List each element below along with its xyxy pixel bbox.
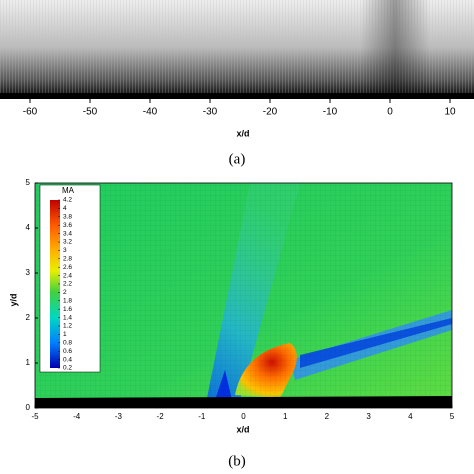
colorbar-tick-label: 1.8 <box>63 298 72 305</box>
x-tick-label: -5 <box>31 412 39 421</box>
x-tick-label: -40 <box>143 107 158 118</box>
colorbar-tick-label: 4.2 <box>63 197 72 204</box>
x-tick-label: 0 <box>241 412 246 421</box>
colorbar-tick-label: 0.6 <box>63 348 72 355</box>
x-tick-label: 2 <box>325 412 330 421</box>
colorbar-tick-label: 1.6 <box>63 306 72 313</box>
mesh-panel <box>0 0 474 99</box>
mesh-refine <box>360 0 430 95</box>
colorbar-tick-label: 0.4 <box>63 356 72 363</box>
colorbar-tick-label: 4 <box>63 205 67 212</box>
y-tick-label: 2 <box>26 313 31 322</box>
x-tick-label: -2 <box>157 412 165 421</box>
x-tick-label: -20 <box>263 107 278 118</box>
colorbar-tick-label: 1.4 <box>63 314 72 321</box>
caption: (b) <box>228 453 246 469</box>
x-tick-label: -3 <box>115 412 123 421</box>
x-tick-label: -1 <box>198 412 206 421</box>
colorbar-tick-label: 0.2 <box>63 365 72 372</box>
caption: (a) <box>229 151 246 167</box>
colorbar-tick-label: 3 <box>63 247 67 254</box>
colorbar-tick-label: 2 <box>63 289 67 296</box>
wall <box>0 93 474 99</box>
colorbar-tick-label: 3.6 <box>63 222 72 229</box>
y-tick-label: 5 <box>26 178 31 187</box>
y-tick-label: 1 <box>26 358 31 367</box>
colorbar-tick-label: 1.2 <box>63 323 72 330</box>
x-tick-label: 10 <box>444 107 456 118</box>
y-tick-label: 3 <box>26 268 31 277</box>
colorbar-tick-label: 3.2 <box>63 239 72 246</box>
colorbar <box>50 200 60 368</box>
x-tick-label: -60 <box>23 107 38 118</box>
x-tick-label: 3 <box>366 412 371 421</box>
x-tick-label: -50 <box>83 107 98 118</box>
x-tick-label: -4 <box>73 412 81 421</box>
x-tick-label: 0 <box>387 107 393 118</box>
colorbar-tick-label: 2.6 <box>63 264 72 271</box>
colorbar-tick-label: 0.8 <box>63 340 72 347</box>
x-tick-label: -10 <box>323 107 338 118</box>
contour-field <box>35 183 452 408</box>
colorbar-tick-label: 2.4 <box>63 272 72 279</box>
y-tick-label: 4 <box>26 223 31 232</box>
colorbar-tick-label: 3.4 <box>63 230 72 237</box>
colorbar-tick-label: 1 <box>63 331 67 338</box>
colorbar-title: MA <box>62 186 75 195</box>
y-axis-label: y/d <box>8 293 18 306</box>
x-axis-label: x/d <box>236 424 249 434</box>
x-tick-label: 4 <box>408 412 413 421</box>
colorbar-tick-label: 3.8 <box>63 214 72 221</box>
y-tick-label: 0 <box>26 403 31 412</box>
x-tick-label: 1 <box>283 412 288 421</box>
colorbar-tick-label: 2.2 <box>63 281 72 288</box>
x-axis-label: x/d <box>236 128 249 138</box>
x-tick-label: -30 <box>203 107 218 118</box>
x-tick-label: 5 <box>450 412 455 421</box>
colorbar-tick-label: 2.8 <box>63 256 72 263</box>
